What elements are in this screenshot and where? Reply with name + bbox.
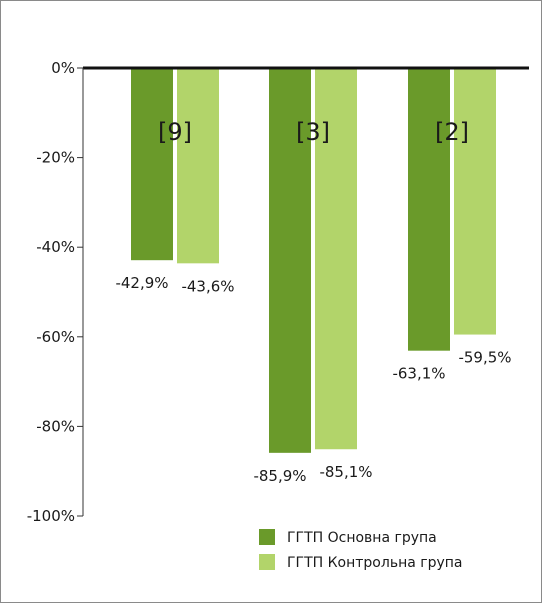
- bar-s1-2: [269, 68, 311, 453]
- bar-s1-3: [408, 68, 450, 351]
- legend-swatch-1: [259, 529, 275, 545]
- y-tick-label-6: -100%: [27, 507, 75, 525]
- bar-s1-1: [131, 68, 173, 261]
- data-label-s1-2: -85,9%: [253, 467, 306, 485]
- legend-label-1: ГГТП Основна група: [287, 530, 437, 546]
- category-label-2: [3]: [296, 118, 330, 146]
- y-tick-label-5: -80%: [36, 417, 75, 435]
- category-label-3: [2]: [435, 118, 469, 146]
- bar-s2-1: [177, 68, 219, 264]
- y-tick-label-2: -20%: [36, 149, 75, 167]
- category-label-1: [9]: [158, 118, 192, 146]
- y-tick-label-1: 0%: [51, 59, 75, 77]
- axes: 0% -20% -40% -60% -80% -100%: [27, 59, 529, 525]
- category-labels: [9] [3] [2]: [158, 118, 469, 146]
- data-label-s1-1: -42,9%: [115, 274, 168, 292]
- data-labels: -42,9% -43,6% -85,9% -85,1% -63,1% -59,5%: [115, 274, 511, 485]
- legend-label-2: ГГТП Контрольна група: [287, 555, 463, 571]
- y-tick-label-4: -60%: [36, 328, 75, 346]
- data-label-s2-3: -59,5%: [458, 349, 511, 367]
- bar-s2-2: [315, 68, 357, 450]
- legend: ГГТП Основна група ГГТП Контрольна група: [259, 529, 463, 571]
- y-tick-label-3: -40%: [36, 238, 75, 256]
- bars-layer: [131, 68, 496, 453]
- legend-swatch-2: [259, 554, 275, 570]
- data-label-s1-3: -63,1%: [392, 365, 445, 383]
- bar-s2-3: [454, 68, 496, 335]
- data-label-s2-2: -85,1%: [319, 463, 372, 481]
- data-label-s2-1: -43,6%: [181, 277, 234, 295]
